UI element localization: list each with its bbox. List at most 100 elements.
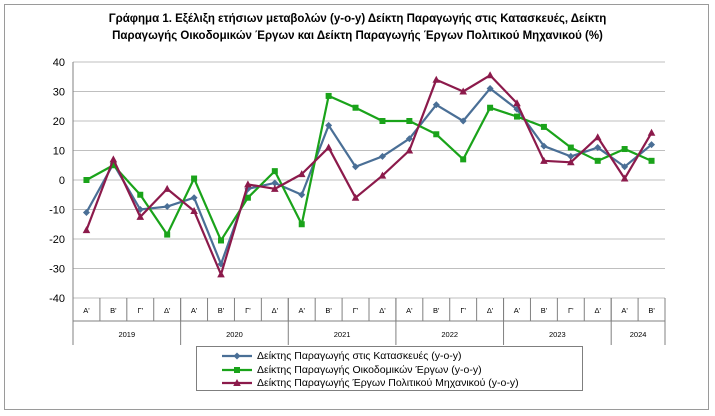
legend-swatch-construction: [222, 352, 252, 360]
x-tick-label-quarter: Α': [406, 306, 413, 315]
chart-title-line-1: Γράφημα 1. Εξέλιξη ετήσιων μεταβολών (y-…: [108, 13, 607, 25]
data-point-civil-engineering: [244, 180, 252, 188]
data-point-civil-engineering: [190, 206, 198, 214]
data-point-civil-engineering: [297, 170, 306, 178]
data-point-buildings: [460, 156, 467, 163]
x-tick-label-quarter: Α': [83, 306, 90, 315]
x-tick-label-quarter: Α': [621, 306, 628, 315]
data-point-construction: [540, 142, 548, 150]
data-point-civil-engineering: [405, 146, 414, 154]
data-point-construction: [325, 121, 333, 129]
data-point-buildings: [514, 113, 520, 120]
x-tick-label-year: 2019: [118, 330, 135, 339]
data-point-buildings: [164, 231, 171, 238]
data-point-civil-engineering: [271, 184, 279, 192]
data-point-construction: [352, 163, 360, 171]
data-point-construction: [567, 152, 575, 160]
legend-label-buildings: Δείκτης Παραγωγής Οικοδομικών Έργων (y-o…: [257, 364, 482, 376]
y-tick-label: 20: [53, 116, 65, 128]
legend-label-construction: Δείκτης Παραγωγής στις Κατασκευές (y-o-y…: [257, 350, 462, 362]
data-point-construction: [648, 141, 656, 149]
x-tick-label-quarter: Β': [110, 306, 117, 315]
y-tick-label: 0: [59, 175, 65, 187]
data-point-civil-engineering: [647, 128, 656, 136]
data-point-construction: [271, 179, 279, 187]
data-point-civil-engineering: [432, 75, 441, 83]
data-point-buildings: [379, 118, 386, 124]
data-point-civil-engineering: [593, 133, 602, 141]
x-tick-label-year: 2020: [226, 330, 243, 339]
data-point-buildings: [244, 194, 251, 201]
data-point-construction: [621, 163, 629, 171]
x-tick-label-quarter: Δ': [595, 306, 602, 315]
legend-entry-buildings: Δείκτης Παραγωγής Οικοδομικών Έργων (y-o…: [221, 364, 482, 377]
x-tick-label-year: 2023: [549, 330, 566, 339]
x-tick-label-quarter: Δ': [487, 306, 494, 315]
data-point-construction: [190, 194, 198, 202]
data-point-civil-engineering: [620, 174, 629, 182]
data-point-buildings: [83, 177, 90, 183]
data-point-buildings: [110, 162, 117, 169]
data-point-civil-engineering: [486, 71, 494, 79]
data-point-construction: [405, 135, 413, 143]
x-tick-label-quarter: Γ': [137, 306, 143, 315]
data-point-civil-engineering: [82, 226, 91, 234]
x-tick-label-quarter: Δ': [164, 306, 171, 315]
x-tick-label-quarter: Α': [514, 306, 521, 315]
data-point-construction: [432, 101, 440, 109]
x-tick-label-year: 2022: [441, 330, 458, 339]
data-point-construction: [486, 85, 494, 93]
y-tick-label: 10: [53, 146, 65, 158]
x-tick-label-year: 2021: [334, 330, 351, 339]
data-point-construction: [82, 208, 90, 216]
x-tick-label-quarter: Β': [541, 306, 548, 315]
data-point-civil-engineering: [567, 158, 575, 166]
chart-legend: Δείκτης Παραγωγής στις Κατασκευές (y-o-y…: [196, 346, 583, 391]
data-point-buildings: [594, 157, 601, 164]
data-point-buildings: [648, 157, 655, 164]
data-point-buildings: [325, 92, 332, 99]
data-point-construction: [298, 191, 306, 199]
chart-title-line-2: Παραγωγής Οικοδομικών Έργων και Δείκτη Π…: [112, 30, 603, 42]
data-point-buildings: [567, 144, 574, 151]
data-point-construction: [163, 203, 171, 211]
data-point-construction: [378, 152, 386, 160]
x-tick-label-quarter: Β': [218, 306, 225, 315]
data-point-civil-engineering: [513, 99, 521, 107]
legend-swatch-civil-engineering: [222, 379, 252, 387]
x-tick-label-quarter: Β': [648, 306, 655, 315]
legend-entry-construction: Δείκτης Παραγωγής στις Κατασκευές (y-o-y…: [221, 350, 462, 363]
data-point-construction: [594, 144, 602, 152]
data-point-civil-engineering: [459, 87, 467, 95]
x-tick-label-quarter: Α': [191, 306, 198, 315]
x-tick-label-quarter: Α': [299, 306, 306, 315]
legend-swatch-buildings: [222, 367, 252, 374]
x-tick-label-quarter: Δ': [272, 306, 279, 315]
series-line-civil-engineering: [85, 74, 653, 276]
data-point-buildings: [218, 237, 224, 244]
data-point-buildings: [487, 104, 494, 111]
data-point-buildings: [298, 221, 305, 228]
data-point-buildings: [621, 146, 628, 153]
data-point-civil-engineering: [378, 171, 387, 179]
legend-marker-buildings: [234, 367, 240, 374]
x-tick-label-quarter: Β': [433, 306, 440, 315]
data-point-buildings: [540, 123, 547, 130]
data-point-civil-engineering: [540, 156, 548, 164]
series-line-buildings: [85, 94, 652, 242]
data-point-buildings: [352, 104, 359, 111]
y-tick-label: -10: [49, 205, 65, 217]
y-tick-label: 30: [53, 87, 65, 99]
data-point-civil-engineering: [163, 184, 171, 192]
legend-entry-civil-engineering: Δείκτης Παραγωγής Έργων Πολιτικού Μηχανι…: [221, 377, 519, 390]
y-tick-label: -30: [49, 264, 65, 276]
series-line-construction: [85, 87, 653, 266]
y-tick-label: 40: [53, 57, 65, 69]
x-tick-label-year: 2024: [630, 330, 647, 339]
chart-title: Γράφημα 1. Εξέλιξη ετήσιων μεταβολών (y-…: [0, 11, 715, 45]
legend-marker-construction: [233, 352, 241, 360]
data-point-buildings: [137, 191, 144, 198]
data-point-civil-engineering: [351, 193, 360, 201]
x-tick-label-quarter: Γ': [353, 306, 359, 315]
